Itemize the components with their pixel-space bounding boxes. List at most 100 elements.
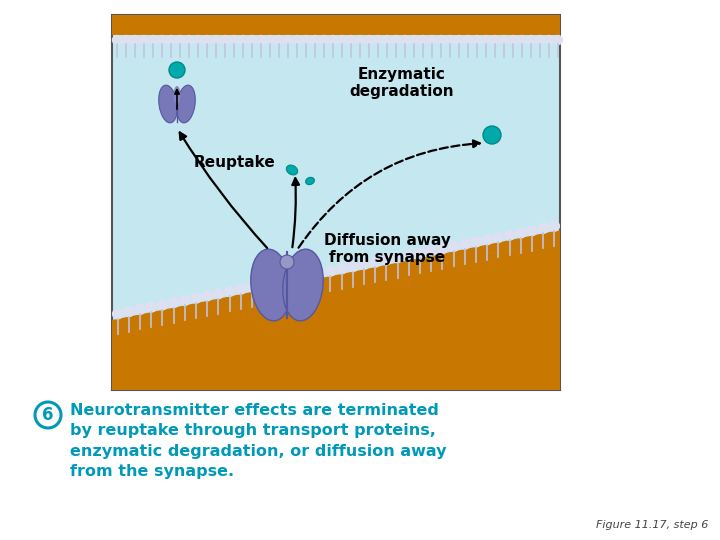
Circle shape xyxy=(202,36,212,44)
Circle shape xyxy=(274,36,284,44)
Circle shape xyxy=(508,36,518,44)
Circle shape xyxy=(348,261,358,272)
Circle shape xyxy=(449,241,459,252)
Circle shape xyxy=(415,248,425,258)
Circle shape xyxy=(483,126,501,144)
Circle shape xyxy=(220,36,230,44)
Circle shape xyxy=(124,307,134,316)
Circle shape xyxy=(364,36,374,44)
Circle shape xyxy=(436,36,446,44)
Text: Diffusion away
from synapse: Diffusion away from synapse xyxy=(323,233,451,265)
Circle shape xyxy=(135,305,145,314)
Circle shape xyxy=(158,300,167,310)
Ellipse shape xyxy=(287,165,297,175)
Polygon shape xyxy=(112,230,560,390)
Circle shape xyxy=(418,36,428,44)
Circle shape xyxy=(426,246,436,256)
Circle shape xyxy=(471,237,481,247)
Circle shape xyxy=(169,62,185,78)
Circle shape xyxy=(356,36,364,44)
Circle shape xyxy=(404,251,414,260)
Circle shape xyxy=(346,36,356,44)
Circle shape xyxy=(325,266,336,276)
Circle shape xyxy=(446,36,454,44)
Circle shape xyxy=(328,36,338,44)
Circle shape xyxy=(256,36,266,44)
Circle shape xyxy=(472,36,482,44)
Circle shape xyxy=(505,230,515,240)
Circle shape xyxy=(292,36,302,44)
Circle shape xyxy=(516,228,526,238)
Circle shape xyxy=(518,36,526,44)
Circle shape xyxy=(382,255,392,265)
Circle shape xyxy=(248,36,256,44)
Circle shape xyxy=(166,36,176,44)
Circle shape xyxy=(212,36,220,44)
Circle shape xyxy=(428,36,436,44)
Circle shape xyxy=(410,36,418,44)
Circle shape xyxy=(266,36,274,44)
Circle shape xyxy=(230,36,238,44)
Circle shape xyxy=(122,36,130,44)
Circle shape xyxy=(400,36,410,44)
Circle shape xyxy=(336,264,346,274)
Circle shape xyxy=(281,275,291,285)
Circle shape xyxy=(112,309,122,319)
Ellipse shape xyxy=(174,86,181,104)
Circle shape xyxy=(225,286,235,296)
Circle shape xyxy=(493,232,503,242)
Circle shape xyxy=(302,36,310,44)
Circle shape xyxy=(158,36,166,44)
Circle shape xyxy=(269,278,279,287)
Circle shape xyxy=(180,295,190,306)
Circle shape xyxy=(527,226,537,235)
Circle shape xyxy=(460,239,470,249)
Circle shape xyxy=(130,36,140,44)
Circle shape xyxy=(213,288,223,299)
Text: Figure 11.17, step 6: Figure 11.17, step 6 xyxy=(595,520,708,530)
Circle shape xyxy=(280,255,294,269)
Circle shape xyxy=(544,36,554,44)
Circle shape xyxy=(482,36,490,44)
Circle shape xyxy=(359,259,369,269)
Circle shape xyxy=(35,402,61,428)
Text: Enzymatic
degradation: Enzymatic degradation xyxy=(350,67,454,99)
Circle shape xyxy=(320,36,328,44)
Circle shape xyxy=(146,302,156,312)
Circle shape xyxy=(500,36,508,44)
Circle shape xyxy=(526,36,536,44)
Ellipse shape xyxy=(158,85,177,123)
Circle shape xyxy=(338,36,346,44)
Ellipse shape xyxy=(305,177,315,185)
Circle shape xyxy=(392,253,402,262)
Circle shape xyxy=(191,293,201,303)
Circle shape xyxy=(112,36,122,44)
Circle shape xyxy=(202,291,212,301)
Bar xyxy=(112,15,560,390)
Circle shape xyxy=(536,36,544,44)
Circle shape xyxy=(292,273,302,283)
Circle shape xyxy=(194,36,202,44)
Bar xyxy=(112,15,560,35)
Circle shape xyxy=(539,224,548,233)
Circle shape xyxy=(549,221,559,231)
Circle shape xyxy=(303,271,313,281)
Ellipse shape xyxy=(283,249,323,321)
Circle shape xyxy=(438,244,447,254)
Text: 6: 6 xyxy=(42,406,54,424)
Circle shape xyxy=(184,36,194,44)
Ellipse shape xyxy=(251,249,292,321)
Ellipse shape xyxy=(176,85,195,123)
Circle shape xyxy=(392,36,400,44)
Circle shape xyxy=(238,36,248,44)
Circle shape xyxy=(310,36,320,44)
Circle shape xyxy=(168,298,179,308)
Circle shape xyxy=(140,36,148,44)
Circle shape xyxy=(176,36,184,44)
Circle shape xyxy=(382,36,392,44)
Circle shape xyxy=(258,280,269,289)
Circle shape xyxy=(236,284,246,294)
Circle shape xyxy=(148,36,158,44)
Circle shape xyxy=(482,234,492,245)
Circle shape xyxy=(454,36,464,44)
